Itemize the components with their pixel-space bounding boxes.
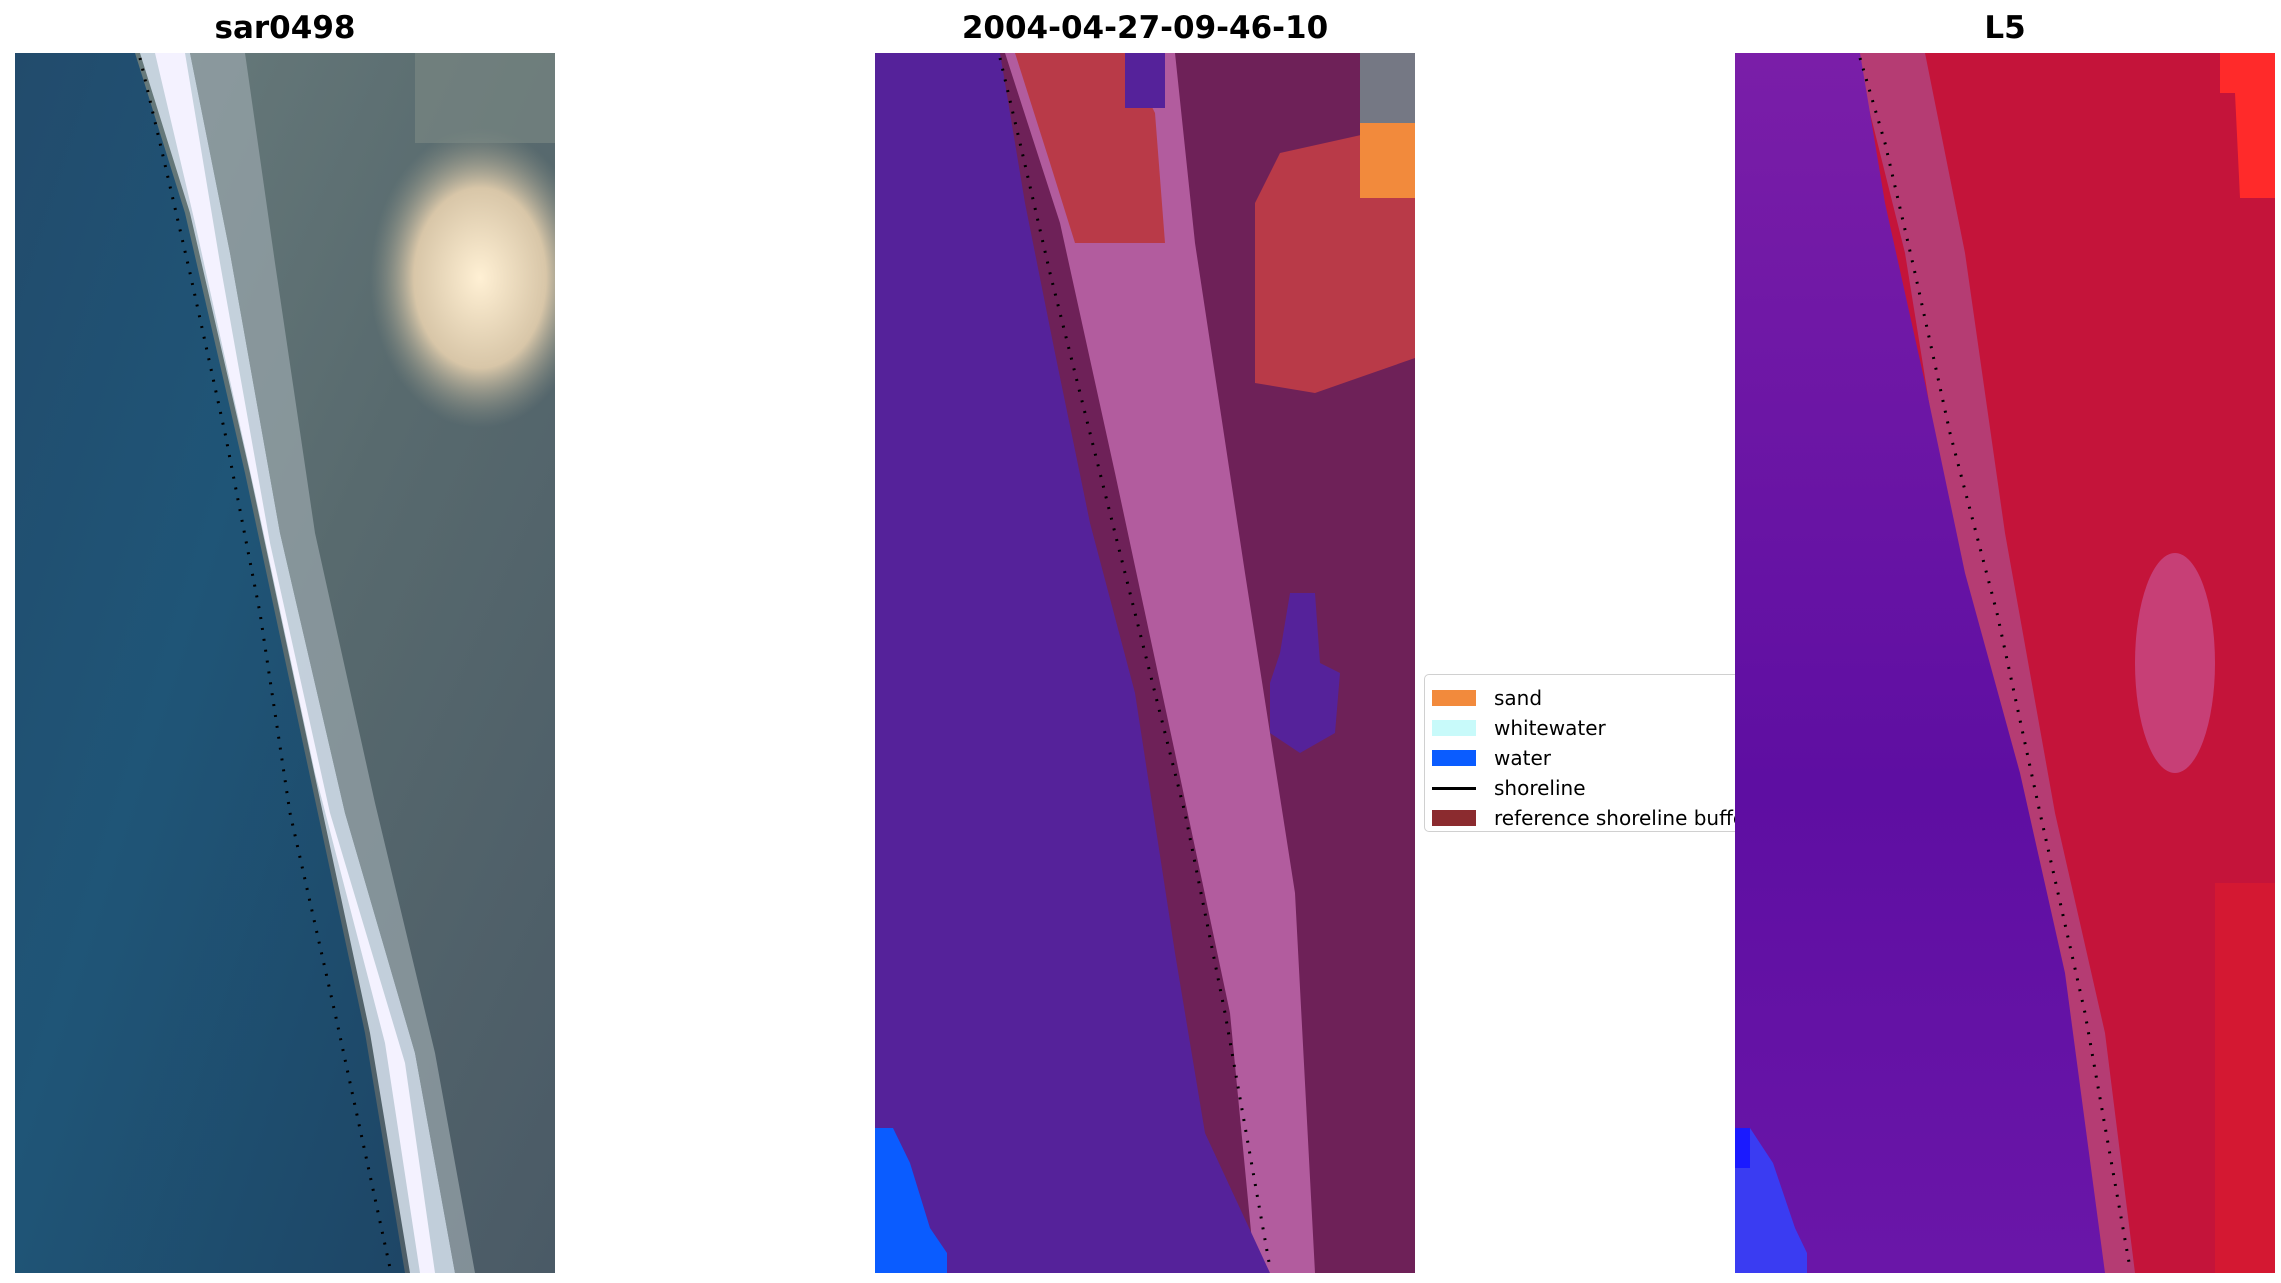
legend-item-whitewater: whitewater: [1432, 713, 1606, 743]
map-legend: sand whitewater water shoreline referenc…: [1424, 674, 1744, 832]
panel-title-classified: 2004-04-27-09-46-10: [961, 10, 1329, 46]
legend-item-reference-buffer: reference shoreline buffer: [1432, 803, 1744, 831]
legend-label-shoreline: shoreline: [1494, 776, 1586, 800]
legend-swatch-water: [1432, 750, 1476, 766]
l5-index-image: [1735, 53, 2275, 1273]
legend-swatch-reference-buffer: [1432, 810, 1476, 826]
legend-label-reference-buffer: reference shoreline buffer: [1494, 806, 1744, 830]
l5-image-canvas: [1735, 53, 2275, 1273]
legend-line-shoreline: [1432, 786, 1476, 790]
legend-label-whitewater: whitewater: [1494, 716, 1606, 740]
panel-title-l5: L5: [1984, 10, 2026, 46]
legend-label-sand: sand: [1494, 686, 1543, 710]
classified-image: [875, 53, 1415, 1273]
legend-item-sand: sand: [1432, 683, 1542, 713]
panel-title-rgb: sar0498: [214, 10, 356, 46]
legend-swatch-whitewater: [1432, 720, 1476, 736]
legend-label-water: water: [1494, 746, 1551, 770]
legend-item-shoreline: shoreline: [1432, 773, 1586, 803]
rgb-image-canvas: [15, 53, 555, 1273]
legend-item-water: water: [1432, 743, 1551, 773]
classified-image-canvas: [875, 53, 1415, 1273]
rgb-satellite-image: [15, 53, 555, 1273]
legend-swatch-sand: [1432, 690, 1476, 706]
